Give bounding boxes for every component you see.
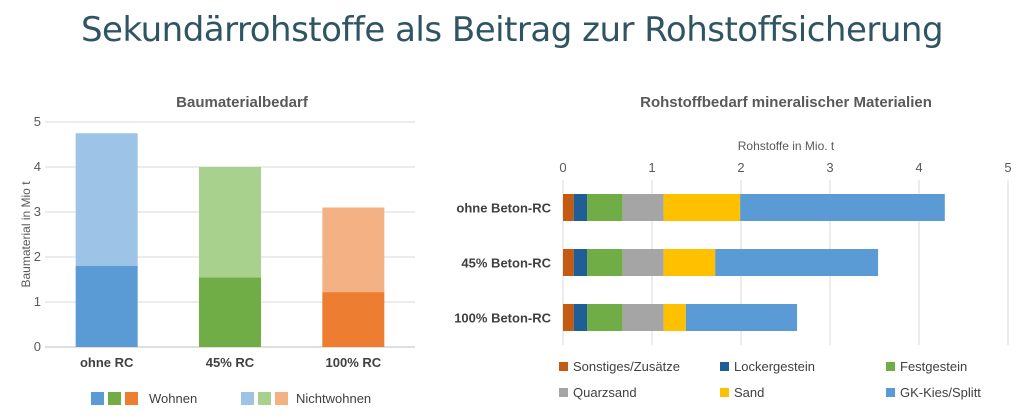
bar-nichtwohnen-3 [322,207,385,293]
legend-swatch [108,392,121,405]
bar-segment-quarzsand-2 [622,249,664,276]
bar-segment-sonstiges-zus-tze-3 [563,304,574,331]
legend-swatch [886,362,895,371]
bar-wohnen-3 [322,292,385,347]
slide-title: Sekundärrohstoffe als Beitrag zur Rohsto… [80,10,944,50]
bar-segment-gk-kies-splitt-2 [715,249,879,276]
x-axis-label: Rohstoffe in Mio. t [738,139,835,153]
legend-swatch [275,392,288,405]
x-tick-label: 1 [648,160,655,175]
bar-segment-lockergestein-1 [573,194,588,221]
y-axis-label: Baumaterial in Mio t [19,181,33,288]
legend-label: Nichtwohnen [296,391,371,406]
legend-swatch [886,388,895,397]
x-tick-label: 3 [826,160,833,175]
legend-swatch [720,362,729,371]
y-category-label: ohne Beton-RC [456,201,551,216]
x-tick-label: 4 [915,160,922,175]
bar-segment-gk-kies-splitt-3 [685,304,798,331]
x-tick-label: 2 [737,160,744,175]
legend-label: Sonstiges/Zusätze [573,359,680,374]
x-tick-label: 0 [559,160,566,175]
x-category-label: ohne RC [80,355,134,370]
chart-title: Rohstoffbedarf mineralischer Materialien [640,94,932,111]
legend-label: Sand [734,385,764,400]
legend-swatch [559,362,568,371]
legend-label: Festgestein [900,359,967,374]
bar-segment-festgestein-3 [587,304,623,331]
bar-segment-gk-kies-splitt-1 [740,194,945,221]
chart-title: Baumaterialbedarf [176,94,309,111]
bar-segment-sand-2 [663,249,716,276]
bar-nichtwohnen-2 [199,167,261,278]
legend-label: Quarzsand [573,385,637,400]
x-category-label: 100% RC [326,355,382,370]
y-tick-label: 1 [34,294,41,309]
legend-label: Lockergestein [734,359,815,374]
legend-swatch [720,388,729,397]
bar-segment-festgestein-1 [587,194,623,221]
legend-swatch [125,392,138,405]
legend-swatch [559,388,568,397]
y-tick-label: 3 [34,204,41,219]
legend-swatch [258,392,271,405]
y-tick-label: 5 [34,114,41,129]
bar-segment-sonstiges-zus-tze-2 [563,249,574,276]
x-tick-label: 5 [1004,160,1011,175]
legend-label: Wohnen [149,391,197,406]
legend-label: GK-Kies/Splitt [900,385,981,400]
bar-segment-quarzsand-1 [622,194,664,221]
bar-segment-quarzsand-3 [622,304,664,331]
y-tick-label: 4 [34,159,41,174]
y-tick-label: 2 [34,249,41,264]
bar-nichtwohnen-1 [75,133,138,266]
legend-swatch [91,392,104,405]
legend-swatch [241,392,254,405]
chart-baumaterialbedarf: Baumaterialbedarf 0 1 2 3 4 5 Baumaterial in Mi… [19,94,415,406]
bar-segment-lockergestein-2 [573,249,588,276]
y-category-label: 100% Beton-RC [454,311,551,326]
bar-wohnen-1 [75,266,138,347]
bar-segment-sand-1 [663,194,741,221]
bar-segment-festgestein-2 [587,249,623,276]
y-category-label: 45% Beton-RC [461,256,551,271]
bar-segment-sand-3 [663,304,686,331]
bar-segment-sonstiges-zus-tze-1 [563,194,574,221]
x-category-label: 45% RC [206,355,255,370]
chart-rohstoffbedarf: Rohstoffbedarf mineralischer Materialien… [454,94,1011,400]
y-tick-label: 0 [34,339,41,354]
bar-wohnen-2 [199,277,261,347]
bar-segment-lockergestein-3 [573,304,588,331]
